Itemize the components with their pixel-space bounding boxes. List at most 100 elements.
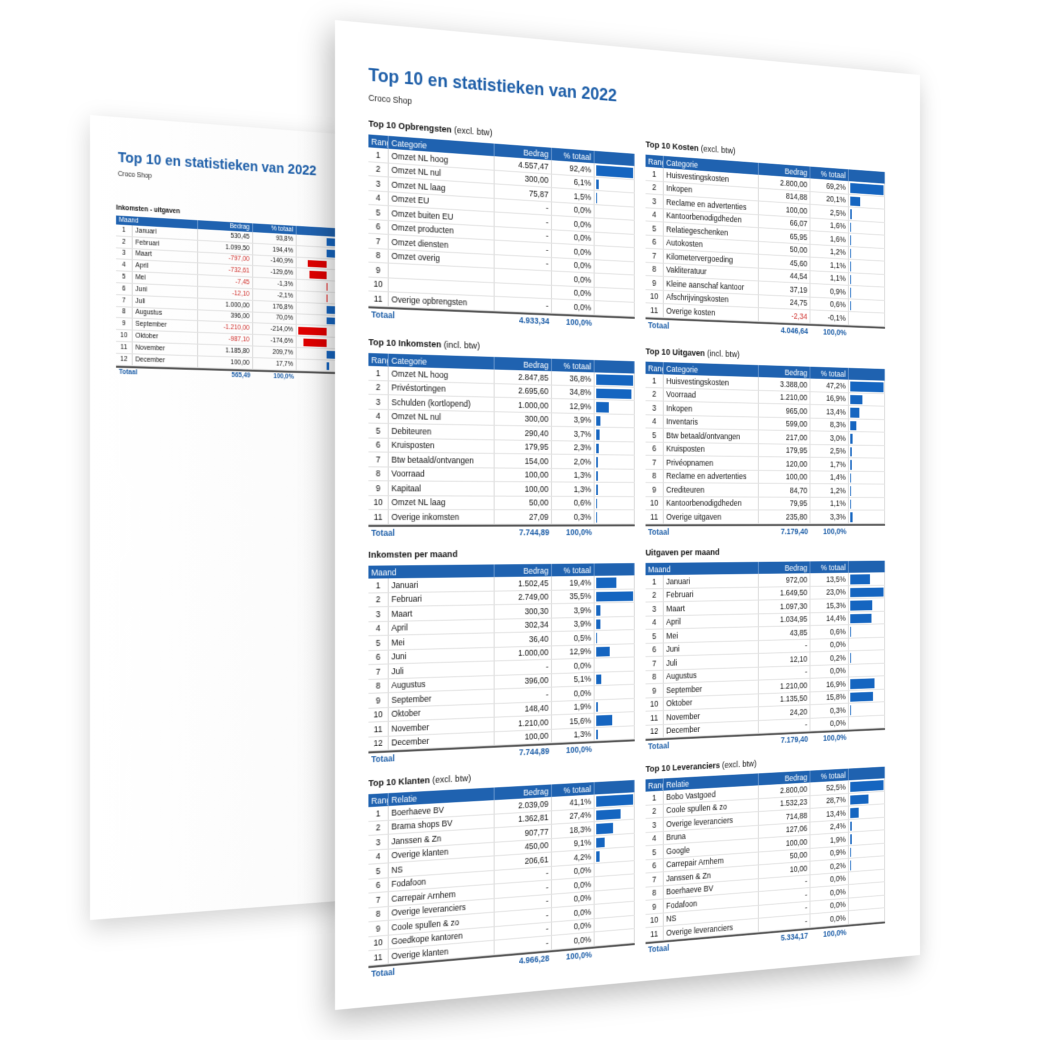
pct-cell: 13,4% [810,405,848,418]
table-row: 9 Kapitaal 100,00 1,3% [368,481,634,496]
rank-cell: 12 [368,736,388,750]
bar-cell [849,637,885,650]
rank-cell: 10 [368,496,388,509]
bar-cell [849,510,885,522]
rank-cell: 11 [368,722,388,736]
bar-cell [595,792,635,807]
bar-cell [849,393,885,406]
name-cell: Januari [664,574,759,588]
rank-cell: 3 [368,607,388,621]
rank-cell: 7 [116,295,133,306]
name-cell: Omzet NL laag [389,496,495,509]
bar-cell [595,575,635,588]
amount-cell: 100,00 [495,468,552,481]
rank-cell: 8 [368,679,388,693]
amount-cell: - [495,660,552,675]
table-title-text: Uitgaven per maand [646,547,720,558]
amount-cell: 290,40 [495,426,552,440]
rank-cell: 4 [646,616,664,629]
bar-cell [849,497,885,509]
rank-cell: 4 [368,621,388,635]
bar-cell [849,778,885,792]
amount-cell: -2,34 [759,308,811,322]
percentage-bar [596,591,633,602]
pct-cell: 5,1% [552,672,595,686]
table-section: Top 10 Klanten (excl. btw) Rang Relatie Bed… [368,765,634,980]
rank-cell: 10 [646,497,664,510]
name-cell: Kapitaal [389,481,495,495]
pct-cell: 1,2% [810,244,848,258]
percentage-bar [596,457,598,467]
percentage-bar [304,339,327,347]
name-cell: Kruisposten [389,438,495,453]
percentage-bar [850,808,859,818]
name-cell: Inventaris [664,415,759,429]
name-cell: Privéopnamen [664,456,759,470]
table-section: Top 10 Opbrengsten (excl. btw) Rang Catego… [368,119,634,331]
name-cell: Voorraad [664,388,759,403]
rank-cell: 11 [646,303,664,316]
amount-cell: 2.749,00 [495,590,552,604]
amount-cell: 972,00 [759,573,811,586]
pct-cell: 1,4% [810,471,848,484]
percentage-bar [596,702,598,712]
percentage-bar [596,443,598,453]
table-section: Top 10 Leveranciers (excl. btw) Rang Relat… [646,752,885,955]
pct-cell: 36,8% [552,371,595,385]
total-amount: 4.966,28 [495,952,552,969]
table-row: 11 Overige uitgaven 235,80 3,3% [646,510,885,524]
table-title-text: Top 10 Kosten [646,140,699,154]
percentage-bar [850,780,883,791]
bar-cell [849,624,885,637]
table-title-text: Top 10 Leveranciers [646,761,720,775]
total-pct: 100,0% [810,525,848,536]
rank-cell: 9 [368,481,388,494]
pct-cell: 0,0% [552,271,595,286]
percentage-bar [850,248,851,258]
pct-cell: 2,3% [552,441,595,454]
table-note: (excl. btw) [454,125,492,139]
amount-cell: 37,19 [759,281,811,296]
amount-cell: 3.388,00 [759,377,811,391]
bar-cell [849,220,885,234]
pct-cell: 3,7% [552,427,595,441]
bar-cell [595,301,635,315]
percentage-bar [596,429,600,439]
amount-cell: 1.185,80 [198,345,253,357]
rank-cell: 11 [646,927,664,941]
rank-cell: 7 [368,234,388,248]
rank-cell: 12 [646,725,664,738]
pct-cell: 1,1% [810,271,848,285]
amount-cell: - [495,297,552,312]
table-section: Inkomsten - uitgaven Maand Bedrag% totaal 1… [116,205,356,384]
bar-cell [595,372,635,386]
rank-cell: 3 [368,176,388,191]
percentage-bar [596,809,621,820]
header-cell: Rang [368,353,388,366]
pct-cell: 1,1% [810,497,848,509]
rank-cell: 2 [368,162,388,177]
name-cell: Huisvestingskosten [664,374,759,389]
header-cell [595,563,635,576]
rank-cell: 2 [646,180,664,194]
total-amount: 7.744,89 [495,745,552,760]
bar-cell [849,611,885,624]
rank-cell: 1 [116,224,133,236]
pct-cell: 1,1% [810,258,848,272]
name-cell: Maart [389,605,495,620]
amount-cell: 396,00 [198,310,253,323]
rank-cell: 5 [646,629,664,642]
rank-cell: 3 [646,401,664,414]
name-cell: Overige uitgaven [664,510,759,523]
rank-cell: 6 [116,283,133,294]
percentage-bar [850,794,868,805]
percentage-bar [850,627,851,636]
pct-cell: 13,5% [810,573,848,586]
amount-cell: 1.502,45 [495,576,552,590]
percentage-bar [850,262,851,271]
bar-cell [595,496,635,509]
rank-cell: 1 [646,374,664,387]
rank-cell: 5 [368,863,388,878]
table-note: (incl. btw) [444,340,480,352]
